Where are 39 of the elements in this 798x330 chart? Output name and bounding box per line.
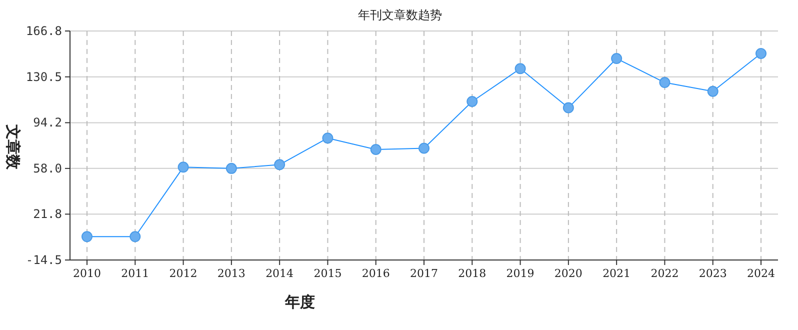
- x-tick-label: 2019: [506, 267, 534, 280]
- x-tick-label: 2018: [458, 267, 486, 280]
- x-tick-label: 2014: [266, 267, 294, 280]
- x-tick-label: 2023: [698, 267, 727, 280]
- x-tick-label: 2012: [169, 267, 198, 280]
- y-tick-label: 94.2: [33, 116, 62, 130]
- point: [418, 142, 430, 154]
- chart-title: 年刊文章数趋势: [358, 8, 442, 22]
- x-tick-label: 2015: [314, 267, 342, 280]
- point: [659, 77, 670, 88]
- x-tick-label: 2017: [410, 267, 438, 280]
- y-tick-label: 58.0: [33, 161, 62, 176]
- y-axis-title: 文章数: [4, 124, 22, 170]
- x-tick-label: 2022: [650, 267, 679, 280]
- y-tick-label: 166.8: [26, 24, 62, 38]
- x-tick-label: 2016: [362, 267, 390, 280]
- x-tick-label: 2013: [217, 267, 246, 280]
- point: [756, 48, 766, 59]
- point: [82, 231, 92, 242]
- point: [130, 231, 141, 242]
- point: [370, 144, 382, 155]
- x-tick-label: 2020: [554, 267, 582, 280]
- point: [226, 162, 237, 174]
- y-tick-label: 130.5: [26, 70, 62, 84]
- point: [611, 53, 622, 64]
- x-tick-label: 2024: [747, 267, 775, 280]
- point: [178, 162, 189, 173]
- point: [274, 159, 286, 170]
- point: [562, 102, 574, 114]
- x-tick-label: 2021: [602, 267, 631, 280]
- y-tick-label: -14.5: [26, 253, 62, 267]
- point: [514, 63, 526, 74]
- y-tick-label: 21.8: [33, 207, 62, 222]
- point: [707, 86, 718, 97]
- x-axis-title: 年度: [284, 293, 315, 311]
- point: [466, 96, 478, 107]
- x-tick-label: 2011: [121, 267, 150, 280]
- x-tick-label: 2010: [73, 267, 101, 280]
- point: [322, 132, 334, 144]
